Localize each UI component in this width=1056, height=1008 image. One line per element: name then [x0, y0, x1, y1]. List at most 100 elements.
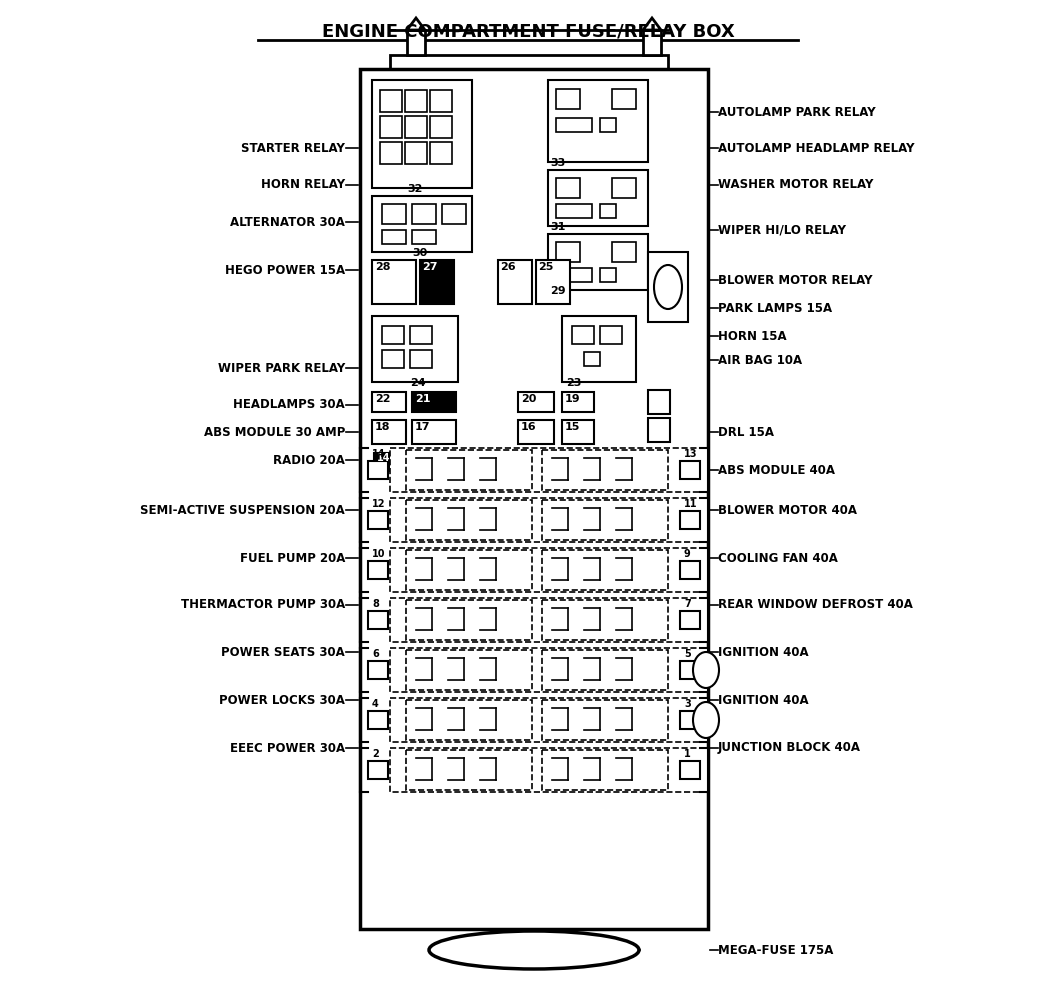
Polygon shape — [407, 18, 425, 30]
Text: 23: 23 — [566, 378, 582, 388]
Bar — [382, 326, 404, 344]
Bar — [548, 234, 648, 290]
Bar — [367, 461, 388, 479]
Bar — [548, 80, 648, 162]
Bar — [410, 326, 432, 344]
Text: 17: 17 — [415, 422, 431, 432]
Text: ABS MODULE 30 AMP: ABS MODULE 30 AMP — [204, 425, 345, 438]
Bar — [643, 30, 661, 55]
Bar — [367, 761, 388, 779]
Bar — [406, 450, 532, 490]
Bar — [372, 420, 406, 444]
Bar — [374, 453, 390, 471]
Bar — [680, 661, 700, 679]
Text: THERMACTOR PUMP 30A: THERMACTOR PUMP 30A — [181, 599, 345, 612]
Bar — [542, 500, 668, 540]
Bar — [430, 116, 452, 138]
Bar — [557, 178, 580, 198]
Bar — [430, 90, 452, 112]
Bar — [442, 204, 466, 224]
Bar — [367, 511, 388, 529]
Ellipse shape — [429, 931, 639, 969]
Text: DRL 15A: DRL 15A — [718, 425, 774, 438]
Ellipse shape — [693, 652, 719, 688]
Bar — [680, 611, 700, 629]
Text: 1: 1 — [684, 749, 691, 759]
Bar — [680, 711, 700, 729]
Text: SEMI-ACTIVE SUSPENSION 20A: SEMI-ACTIVE SUSPENSION 20A — [140, 504, 345, 516]
Polygon shape — [643, 18, 661, 30]
Text: 3: 3 — [684, 699, 691, 709]
Bar — [557, 118, 592, 132]
Bar — [612, 89, 636, 109]
Bar — [557, 89, 580, 109]
Text: 13: 13 — [684, 449, 698, 459]
Text: IGNITION 40A: IGNITION 40A — [718, 645, 809, 658]
Text: JUNCTION BLOCK 40A: JUNCTION BLOCK 40A — [718, 742, 861, 755]
Bar — [410, 350, 432, 368]
Bar — [382, 204, 406, 224]
Text: RADIO 20A: RADIO 20A — [274, 454, 345, 467]
Bar — [412, 392, 456, 412]
Bar — [680, 511, 700, 529]
Text: WASHER MOTOR RELAY: WASHER MOTOR RELAY — [718, 178, 873, 192]
Text: WIPER HI/LO RELAY: WIPER HI/LO RELAY — [718, 224, 846, 237]
Text: AUTOLAMP HEADLAMP RELAY: AUTOLAMP HEADLAMP RELAY — [718, 141, 914, 154]
Bar — [372, 196, 472, 252]
Text: 14: 14 — [372, 449, 385, 459]
Bar — [557, 268, 592, 282]
Bar — [406, 650, 532, 690]
Text: ALTERNATOR 30A: ALTERNATOR 30A — [230, 216, 345, 229]
Bar — [612, 242, 636, 262]
Bar — [600, 268, 616, 282]
Text: 31: 31 — [550, 222, 565, 232]
Bar — [412, 204, 436, 224]
Text: 24: 24 — [410, 378, 426, 388]
Text: 25: 25 — [538, 262, 553, 272]
Bar — [406, 550, 532, 590]
Text: PARK LAMPS 15A: PARK LAMPS 15A — [718, 301, 832, 314]
Bar — [390, 548, 708, 592]
Text: 14: 14 — [377, 453, 391, 463]
Text: AIR BAG 10A: AIR BAG 10A — [718, 354, 803, 367]
Text: ENGINE COMPARTMENT FUSE/RELAY BOX: ENGINE COMPARTMENT FUSE/RELAY BOX — [322, 22, 734, 40]
Bar — [382, 350, 404, 368]
Text: FUEL PUMP 20A: FUEL PUMP 20A — [240, 551, 345, 564]
Bar — [412, 230, 436, 244]
Bar — [372, 260, 416, 304]
Bar — [648, 418, 670, 442]
Bar — [600, 118, 616, 132]
Text: AUTOLAMP PARK RELAY: AUTOLAMP PARK RELAY — [718, 106, 875, 119]
Bar — [407, 30, 425, 55]
Text: STARTER RELAY: STARTER RELAY — [241, 141, 345, 154]
Bar — [372, 80, 472, 188]
Text: 29: 29 — [550, 286, 566, 296]
Bar — [680, 461, 700, 479]
Text: POWER LOCKS 30A: POWER LOCKS 30A — [220, 694, 345, 707]
Text: 28: 28 — [375, 262, 391, 272]
Text: 2: 2 — [372, 749, 379, 759]
Text: 7: 7 — [684, 599, 691, 609]
Bar — [572, 326, 593, 344]
Text: 22: 22 — [375, 394, 391, 404]
Bar — [390, 55, 668, 69]
Text: 10: 10 — [372, 549, 385, 559]
Bar — [542, 700, 668, 740]
Bar — [584, 352, 600, 366]
Bar — [612, 178, 636, 198]
Bar — [390, 598, 708, 642]
Bar — [372, 392, 406, 412]
Text: MEGA-FUSE 175A: MEGA-FUSE 175A — [718, 943, 833, 957]
Text: 5: 5 — [684, 649, 691, 659]
Bar — [406, 90, 427, 112]
Text: 16: 16 — [521, 422, 536, 432]
Text: 9: 9 — [684, 549, 691, 559]
Text: HEADLAMPS 30A: HEADLAMPS 30A — [233, 398, 345, 411]
Text: POWER SEATS 30A: POWER SEATS 30A — [222, 645, 345, 658]
Bar — [406, 600, 532, 640]
Bar — [557, 204, 592, 218]
Bar — [367, 611, 388, 629]
Bar — [600, 326, 622, 344]
Bar — [380, 90, 402, 112]
Text: EEEC POWER 30A: EEEC POWER 30A — [230, 742, 345, 755]
